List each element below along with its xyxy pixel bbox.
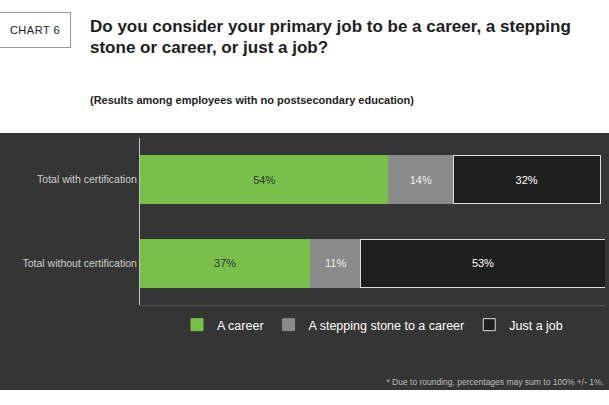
html-text:* Due to rounding, percentages: * Due to rounding, percentages may sum t…: [386, 377, 604, 387]
svg-text:37%: 37%: [214, 257, 236, 269]
svg-text:Just a job: Just a job: [509, 319, 563, 333]
svg-text:32%: 32%: [516, 174, 538, 186]
html-text:CHART 6: CHART 6: [9, 24, 61, 36]
svg-text:11%: 11%: [325, 257, 346, 269]
html-text:Do you consider your primary j: Do you consider your primary job to be a…: [90, 17, 571, 57]
svg-text:14%: 14%: [410, 174, 432, 186]
svg-text:Total without certification: Total without certification: [23, 257, 138, 269]
svg-text:Total with certification: Total with certification: [37, 173, 137, 185]
svg-text:53%: 53%: [472, 257, 494, 269]
html-text:(Results among employees with: (Results among employees with no postsec…: [90, 94, 414, 106]
svg-text:54%: 54%: [253, 174, 275, 186]
svg-text:A career: A career: [217, 319, 264, 333]
svg-text:A stepping stone to a career: A stepping stone to a career: [309, 319, 465, 333]
